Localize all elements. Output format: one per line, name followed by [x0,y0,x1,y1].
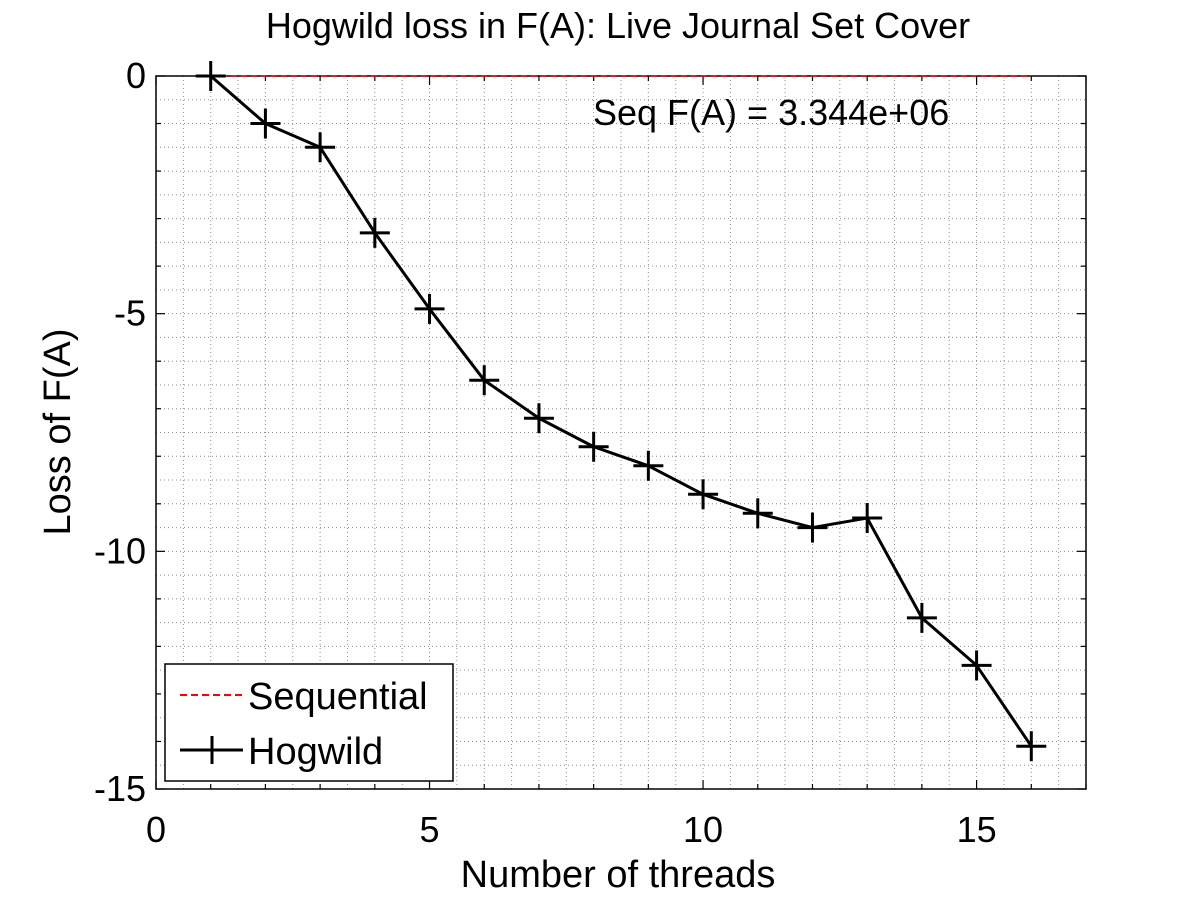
x-tick-label: 0 [146,809,166,850]
y-tick-label: -15 [94,768,146,809]
y-tick-label: 0 [126,55,146,96]
hogwild-point [195,61,226,91]
chart-title: Hogwild loss in F(A): Live Journal Set C… [266,5,970,46]
hogwild-point [578,431,609,462]
hogwild-point [414,293,445,324]
y-axis-label: Loss of F(A) [37,329,79,536]
x-tick-label: 15 [957,809,997,850]
hogwild-point [359,217,390,248]
y-tick-label: -5 [114,293,146,334]
hogwild-point [906,602,937,633]
hogwild-point [523,403,554,434]
ticks: 0 5 10 15 0 -5 -10 -15 [94,55,1087,850]
series [195,61,1047,762]
x-axis-label: Number of threads [461,854,776,896]
hogwild-point [852,503,883,534]
hogwild-point [688,479,719,510]
y-tick-label: -10 [94,530,146,571]
hogwild-point [742,498,773,529]
hogwild-point [633,450,664,481]
hogwild-point [961,650,992,681]
hogwild-point [797,512,828,543]
hogwild-point [469,365,500,396]
hogwild-point [250,108,281,139]
annotation-seq-fa: Seq F(A) = 3.344e+06 [593,92,949,133]
x-tick-label: 10 [683,809,723,850]
legend-hogwild-label: Hogwild [248,731,383,773]
series-hogwild-line [209,74,1033,748]
legend-hogwild-marker [198,736,226,764]
hogwild-point [305,132,336,163]
legend: Sequential Hogwild [164,663,454,782]
hogwild-point [1016,731,1047,762]
x-tick-label: 5 [420,809,440,850]
legend-sequential-label: Sequential [248,676,428,718]
